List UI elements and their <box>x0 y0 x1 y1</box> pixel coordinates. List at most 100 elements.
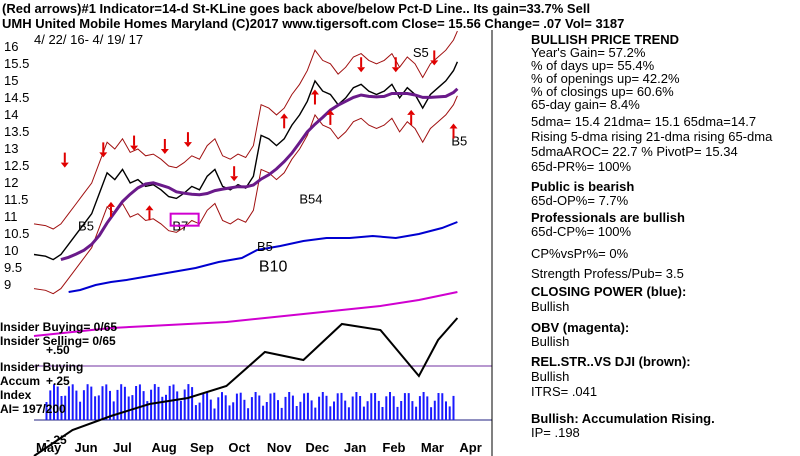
arrow-head <box>310 89 319 95</box>
accum-bar <box>101 386 104 420</box>
accum-bar <box>411 401 414 420</box>
accum-bar <box>407 393 410 420</box>
accum-bar <box>239 392 242 420</box>
accum-bar <box>112 401 115 420</box>
arrow-head <box>230 176 239 182</box>
accum-bar <box>269 393 272 420</box>
accum-bar <box>254 392 257 420</box>
red-arrow <box>183 132 192 148</box>
accum-bar <box>228 405 231 420</box>
accum-bar <box>49 390 52 420</box>
chart-axis-layer: 16 15.5 15 14.5 14 13.5 13 12.5 12 11.5 11 10.5 10 9.… <box>4 39 482 455</box>
accum-bar <box>138 384 141 420</box>
accum-bar <box>60 396 63 420</box>
red-arrow <box>145 205 154 221</box>
accum-bar <box>303 393 306 420</box>
accum-bar <box>295 406 298 420</box>
obv-line <box>33 291 458 337</box>
right-panel-line: CLOSING POWER (blue): <box>531 284 687 299</box>
accum-bar <box>187 384 190 420</box>
accum-bar <box>273 392 276 420</box>
accum-bar <box>362 406 365 420</box>
x-tick-label: Jun <box>74 440 97 455</box>
y-tick-label: 14 <box>4 107 18 122</box>
accum-bar <box>71 384 74 420</box>
arrow-head <box>106 201 115 207</box>
signal-label: B5 <box>78 219 94 234</box>
arrow-head <box>391 67 400 73</box>
accum-bar <box>321 392 324 420</box>
accum-bar <box>172 384 175 420</box>
accum-bar <box>262 405 265 420</box>
right-panel-line: % of days up= 55.4% <box>531 58 655 73</box>
accum-bar <box>165 394 167 420</box>
y-tick-label: 10.5 <box>4 226 29 241</box>
right-panel-line: 65-day gain= 8.4% <box>531 97 640 112</box>
right-panel-line: OBV (magenta): <box>531 320 630 335</box>
accum-bar <box>150 389 153 420</box>
accum-bar <box>314 407 317 420</box>
x-tick-label: May <box>36 440 62 455</box>
red-arrow <box>99 142 108 158</box>
red-arrow <box>310 89 319 105</box>
signal-label: B54 <box>299 191 322 206</box>
y-tick-label: 9.5 <box>4 260 22 275</box>
arrow-head <box>160 148 169 154</box>
accum-label: Accum <box>0 374 41 388</box>
accum-bar <box>209 399 212 420</box>
arrow-head <box>99 152 108 158</box>
insider-selling-label: Insider Selling= 0/65 <box>0 334 116 348</box>
chart-header-line1: (Red arrows)#1 Indicator=14-d St-KLine g… <box>2 1 591 16</box>
red-arrow <box>357 57 366 73</box>
accum-bar <box>336 393 339 420</box>
signal-label: B10 <box>259 259 288 276</box>
accum-bar <box>131 395 134 420</box>
accum-bar <box>206 392 209 420</box>
accum-bar <box>56 386 59 420</box>
accum-bar <box>86 384 89 420</box>
price-line <box>33 61 459 261</box>
right-panel-line: Public is bearish <box>531 179 635 194</box>
b7-cluster-box <box>169 212 200 227</box>
accum-bar <box>247 408 250 420</box>
accum-bar <box>422 392 425 420</box>
right-panel-line: Strength Profess/Pub= 3.5 <box>531 266 684 281</box>
accum-bar <box>318 396 321 420</box>
x-tick-label: Feb <box>382 440 405 455</box>
accum-bar <box>198 402 201 420</box>
accum-bar <box>213 408 216 420</box>
accum-bar <box>437 393 440 420</box>
accum-bar <box>329 406 332 420</box>
right-panel-line: 65d-CP%= 100% <box>531 224 632 239</box>
accum-bar <box>310 400 313 420</box>
red-arrow <box>160 138 169 154</box>
y-tick-label: 9 <box>4 277 11 292</box>
accum-bar <box>235 393 238 420</box>
x-tick-label: Jan <box>344 440 366 455</box>
accum-bar <box>258 395 261 420</box>
accum-bar <box>392 396 395 420</box>
accum-bar <box>389 392 391 420</box>
accum-bar <box>359 396 362 420</box>
y-tick-label: 16 <box>4 39 18 54</box>
accum-bar <box>146 401 149 420</box>
chart-date-range: 4/ 22/ 16- 4/ 19/ 17 <box>34 32 144 47</box>
y-tick-label: 13 <box>4 141 18 156</box>
accum-bar <box>299 401 302 420</box>
accum-bar <box>347 407 350 420</box>
ma65-line <box>60 87 459 262</box>
accum-bar <box>370 393 373 420</box>
accum-bar <box>232 402 235 420</box>
accum-bar <box>94 396 97 420</box>
x-tick-label: Jul <box>113 440 132 455</box>
accum-bar <box>355 392 358 420</box>
accum-bar <box>224 395 227 420</box>
accum-bar <box>306 392 309 420</box>
accum-bar <box>45 402 48 420</box>
red-arrow <box>391 57 400 73</box>
accum-bar <box>374 393 377 420</box>
accum-bar <box>191 387 194 420</box>
lower-band <box>33 95 458 295</box>
right-panel-line: BULLISH PRICE TREND <box>531 32 680 47</box>
right-panel-line: % of openings up= 42.2% <box>531 71 680 86</box>
